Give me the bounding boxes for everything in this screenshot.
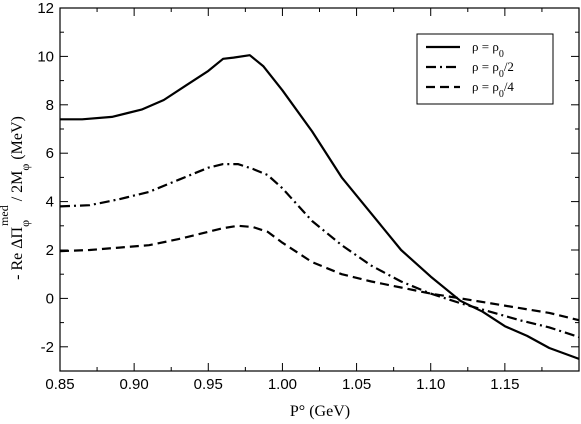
x-axis-title: P° (GeV) [290,403,350,420]
x-tick-label: 0.95 [194,376,223,393]
y-tick-label: 0 [46,290,54,307]
tick-layer: 0.85 0.90 0.95 1.00 1.05 1.10 1.15 -2 0 2 4 6 8 10 12 [37,0,579,393]
y-tick-label: 6 [46,145,54,162]
legend-box [416,33,554,105]
series-line-rho0-quarter [59,224,580,322]
x-tick-label: 1.15 [490,376,519,393]
legend: ρ = ρ0 ρ = ρ0/2 ρ = ρ0/4 [416,33,554,105]
y-tick-label: 8 [46,97,54,114]
series-layer [59,54,580,360]
y-tick-label: 4 [46,194,54,211]
x-tick-label: 1.10 [416,376,445,393]
x-tick-label: 1.00 [268,376,297,393]
y-tick-label: -2 [41,339,54,356]
x-tick-label: 1.05 [342,376,371,393]
y-tick-label: 10 [37,48,54,65]
x-tick-label: 0.85 [45,376,74,393]
y-axis-title: - Re ΔΠφmed / 2Mφ (MeV) [0,116,32,280]
series-line-rho0 [60,54,580,360]
y-tick-label: 12 [37,0,54,17]
series-line-rho0-half [59,163,580,339]
svg-text:- Re ΔΠφmed / 2Mφ (MeV): - Re ΔΠφmed / 2Mφ (MeV) [0,116,32,280]
y-tick-label: 2 [46,242,54,259]
x-tick-label: 0.90 [120,376,149,393]
